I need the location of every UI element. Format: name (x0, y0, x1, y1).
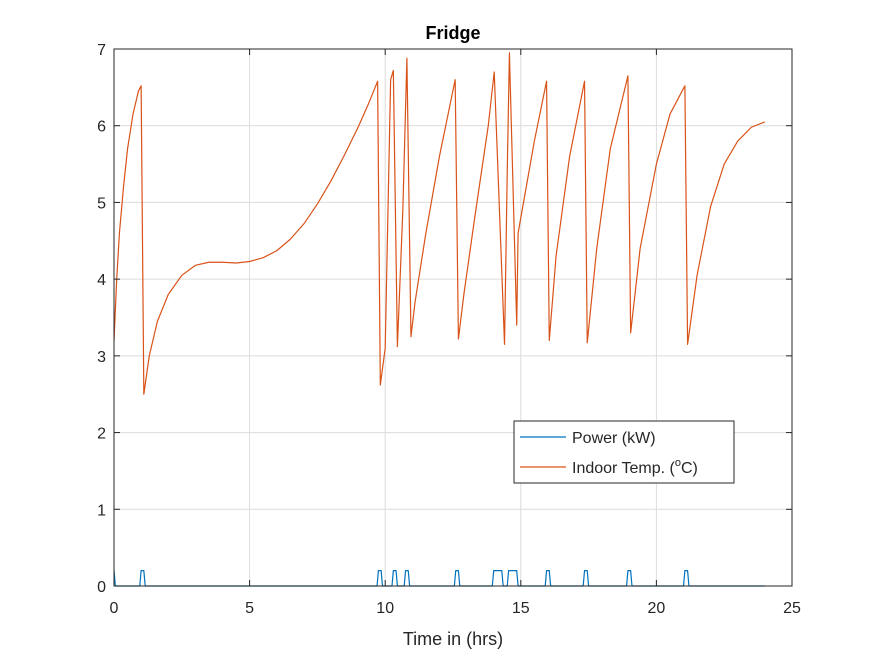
legend: Power (kW) Indoor Temp. (oC) (513, 420, 735, 484)
x-tick-label: 20 (648, 600, 666, 617)
y-tick-label: 0 (97, 579, 106, 596)
x-axis-title: Time in (hrs) (403, 629, 503, 649)
power-series-line (113, 570, 765, 587)
y-tick-label: 5 (97, 195, 106, 212)
ticks: 0 5 10 15 20 25 0 1 2 3 4 5 6 7 (97, 42, 801, 617)
legend-label-temp: Indoor Temp. (oC) (572, 457, 698, 477)
x-tick-label: 15 (512, 600, 530, 617)
y-tick-label: 6 (97, 119, 106, 136)
legend-label-power: Power (kW) (572, 430, 656, 447)
legend-temp-superscript: o (675, 457, 681, 469)
x-tick-label: 0 (110, 600, 119, 617)
x-tick-label: 25 (783, 600, 801, 617)
y-tick-label: 7 (97, 42, 106, 59)
plot-frame (113, 48, 793, 587)
y-tick-label: 2 (97, 426, 106, 443)
x-tick-label: 10 (376, 600, 394, 617)
x-tick-label: 5 (245, 600, 254, 617)
legend-box (513, 420, 735, 484)
legend-temp-prefix: Indoor Temp. ( (572, 460, 676, 477)
plot-area (114, 49, 792, 586)
chart-title: Fridge (425, 23, 480, 43)
legend-temp-suffix: C) (681, 460, 698, 477)
y-tick-label: 4 (97, 272, 106, 289)
temp-series-line (113, 52, 766, 395)
series-layer (113, 52, 766, 587)
y-tick-label: 3 (97, 349, 106, 366)
y-tick-label: 1 (97, 502, 106, 519)
